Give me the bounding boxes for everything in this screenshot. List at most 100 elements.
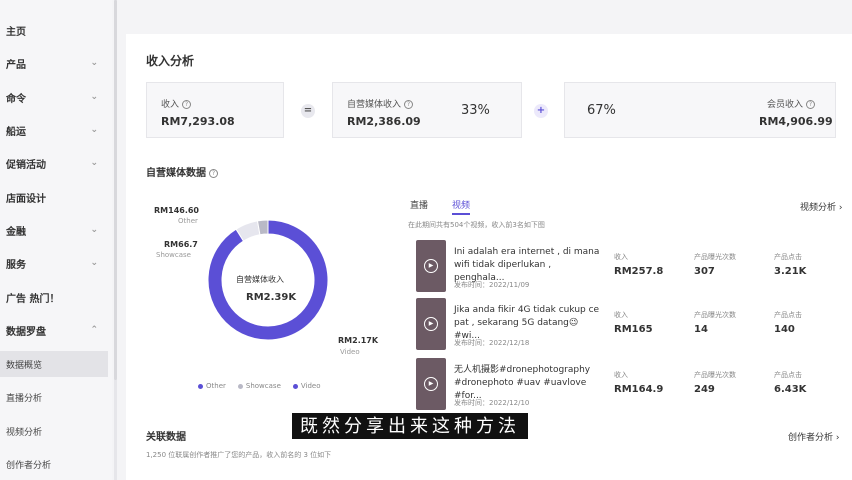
donut-center-value: RM2.39K (246, 292, 297, 303)
sidebar-item-shipping[interactable]: 船运 ⌄ (6, 125, 98, 138)
metric-value: 3.21K (774, 266, 807, 277)
metric-value: 140 (774, 324, 795, 335)
donut-legend: Other Showcase Video (198, 382, 321, 390)
donut-chart (207, 219, 329, 341)
media-income-value: RM2,386.09 (347, 115, 421, 128)
legend-video[interactable]: Video (292, 382, 321, 390)
metric-value: RM164.9 (614, 384, 664, 395)
slice-video-name: Video (340, 348, 360, 356)
chevron-down-icon: ⌄ (90, 58, 98, 68)
sidebar-subitem-live[interactable]: 直播分析 (6, 393, 43, 404)
income-total-card: 收入? RM7,293.08 (146, 82, 284, 138)
creator-analysis-link[interactable]: 创作者分析 › (788, 433, 840, 443)
sidebar: 主页 产品 ⌄ 命令 ⌄ 船运 ⌄ 促销活动 ⌄ 店面设计 金融 ⌄ 服务 ⌄ 广告 热门！… (0, 0, 112, 480)
metric-label: 产品曝光次数 (694, 253, 736, 261)
video-date: 发布时间：2022/12/10 (454, 399, 530, 407)
media-income-card: 自营媒体收入? RM2,386.09 33% (332, 82, 522, 138)
member-income-label: 会员收入 (767, 100, 804, 110)
legend-dot-icon (198, 383, 203, 389)
info-icon[interactable]: ? (404, 100, 414, 109)
income-total-value: RM7,293.08 (161, 115, 235, 128)
list-item[interactable]: ▶ 无人机摄影#dronephotography #dronephoto #ua… (416, 358, 852, 412)
list-item[interactable]: ▶ Ini adalah era internet , di mana wifi… (416, 240, 852, 294)
metric-label: 产品点击 (774, 311, 802, 319)
member-income-pct: 67% (587, 103, 616, 118)
sidebar-item-promotions[interactable]: 促销活动 ⌄ (6, 158, 98, 171)
sidebar-scrollbar-thumb[interactable] (114, 0, 117, 380)
chevron-down-icon: ⌄ (90, 258, 98, 268)
video-subtitle-caption: 既然分享出来这种方法 (291, 412, 529, 440)
list-item[interactable]: ▶ Jika anda fikir 4G tidak cukup ce pat … (416, 298, 852, 352)
sidebar-item-data-compass[interactable]: 数据罗盘 ⌃ (6, 325, 98, 338)
video-thumbnail[interactable]: ▶ (416, 358, 446, 410)
sidebar-item-finance[interactable]: 金融 ⌄ (6, 225, 98, 238)
donut-slice-showcase[interactable] (256, 219, 269, 236)
tab-live[interactable]: 直播 (410, 201, 429, 211)
video-title[interactable]: Jika anda fikir 4G tidak cukup ce pat , … (454, 305, 600, 341)
video-title[interactable]: Ini adalah era internet , di mana wifi t… (454, 247, 600, 283)
metric-value: 6.43K (774, 384, 807, 395)
video-date: 发布时间：2022/11/09 (454, 281, 530, 289)
video-thumbnail[interactable]: ▶ (416, 240, 446, 292)
legend-dot-icon (237, 383, 243, 389)
income-title: 收入分析 (146, 54, 195, 68)
slice-showcase-name: Showcase (156, 251, 191, 259)
play-icon: ▶ (424, 377, 438, 391)
legend-other[interactable]: Other (198, 382, 226, 390)
member-income-value: RM4,906.99 (759, 115, 833, 128)
metric-value: RM165 (614, 324, 653, 335)
assoc-hint: 1,250 位联属创作者推广了您的产品，收入前名的 3 位如下 (146, 451, 332, 459)
info-icon[interactable]: ? (209, 168, 218, 178)
media-data-title: 自营媒体数据 (146, 168, 206, 179)
sidebar-item-services[interactable]: 服务 ⌄ (6, 258, 98, 271)
tab-video[interactable]: 视频 (452, 198, 471, 215)
donut-center-label: 自营媒体收入 (236, 275, 284, 284)
metric-label: 产品点击 (774, 371, 802, 379)
sidebar-item-home[interactable]: 主页 (6, 26, 26, 38)
metric-value: RM257.8 (614, 266, 664, 277)
info-icon[interactable]: ? (182, 100, 192, 109)
metric-label: 收入 (614, 371, 628, 379)
sidebar-item-products[interactable]: 产品 ⌄ (6, 58, 98, 71)
slice-video-value: RM2.17K (338, 336, 379, 345)
chevron-down-icon: ⌄ (90, 158, 98, 168)
sidebar-subitem-video[interactable]: 视频分析 (6, 427, 43, 438)
assoc-title: 关联数据 (146, 432, 186, 443)
sidebar-subitem-overview[interactable]: 数据概览 (0, 351, 108, 377)
metric-label: 收入 (614, 311, 628, 319)
legend-dot-icon (292, 383, 298, 389)
member-income-card: 67% 会员收入? RM4,906.99 (564, 82, 836, 138)
sidebar-subitem-creator[interactable]: 创作者分析 (6, 460, 52, 471)
chevron-up-icon: ⌃ (90, 325, 98, 335)
video-thumbnail[interactable]: ▶ (416, 298, 446, 350)
video-title[interactable]: 无人机摄影#dronephotography #dronephoto #uav … (454, 365, 591, 401)
metric-label: 产品曝光次数 (694, 371, 736, 379)
video-date: 发布时间：2022/12/18 (454, 339, 530, 347)
metric-value: 14 (694, 324, 708, 335)
equals-icon: = (301, 104, 315, 118)
video-analysis-link[interactable]: 视频分析 › (800, 203, 843, 213)
metric-label: 收入 (614, 253, 628, 261)
metric-label: 产品点击 (774, 253, 802, 261)
metric-value: 307 (694, 266, 715, 277)
chevron-down-icon: ⌄ (90, 125, 98, 135)
main-panel: 收入分析 收入? RM7,293.08 = 自营媒体收入? RM2,386.09… (126, 34, 852, 480)
sidebar-item-orders[interactable]: 命令 ⌄ (6, 92, 98, 105)
chevron-down-icon: ⌄ (90, 225, 98, 235)
slice-showcase-value: RM66.7 (164, 240, 198, 249)
info-icon[interactable]: ? (806, 100, 816, 109)
metric-value: 249 (694, 384, 715, 395)
metric-label: 产品曝光次数 (694, 311, 736, 319)
donut-slice-video[interactable] (207, 219, 329, 341)
slice-other-name: Other (178, 217, 198, 225)
media-income-pct: 33% (461, 103, 490, 118)
sidebar-item-storefront[interactable]: 店面设计 (6, 193, 46, 205)
play-icon: ▶ (424, 259, 438, 273)
legend-showcase[interactable]: Showcase (237, 382, 281, 390)
sidebar-item-ads[interactable]: 广告 热门！ (6, 293, 60, 305)
video-hint: 在此期间共有504个视频，收入前3名如下图 (408, 221, 545, 229)
chevron-down-icon: ⌄ (90, 92, 98, 102)
plus-icon: + (534, 104, 548, 118)
slice-other-value: RM146.60 (154, 206, 199, 215)
